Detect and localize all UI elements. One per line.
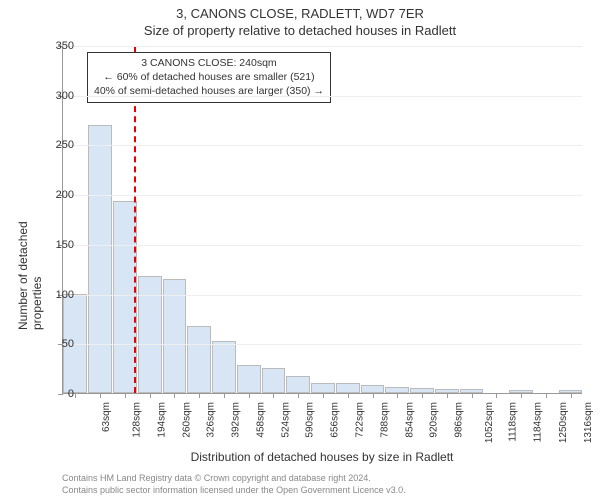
xtick-label: 854sqm	[404, 402, 415, 438]
annotation-line2: ← 60% of detached houses are smaller (52…	[94, 70, 324, 84]
ytick-label: 350	[34, 40, 74, 52]
xtick-mark	[546, 393, 547, 398]
credits: Contains HM Land Registry data © Crown c…	[62, 472, 582, 496]
gridline	[63, 195, 582, 196]
xtick-label: 392sqm	[231, 402, 242, 438]
gridline	[63, 344, 582, 345]
ytick-label: 200	[34, 189, 74, 201]
bar	[262, 368, 286, 393]
title-subtitle: Size of property relative to detached ho…	[0, 21, 600, 38]
xtick-label: 194sqm	[156, 402, 167, 438]
xtick-label: 260sqm	[181, 402, 192, 438]
xtick-label: 1184sqm	[533, 402, 544, 442]
xtick-mark	[249, 393, 250, 398]
xtick-mark	[348, 393, 349, 398]
bar	[138, 276, 162, 393]
xtick-label: 326sqm	[206, 402, 217, 438]
xtick-mark	[100, 393, 101, 398]
xtick-mark	[397, 393, 398, 398]
xtick-label: 63sqm	[101, 402, 112, 432]
bar	[187, 326, 211, 393]
xtick-label: 986sqm	[454, 402, 465, 438]
bar	[212, 341, 236, 393]
bar	[113, 201, 137, 393]
xtick-mark	[224, 393, 225, 398]
xtick-mark	[472, 393, 473, 398]
credits-line2: Contains public sector information licen…	[62, 484, 582, 496]
plot-wrap: 3 CANONS CLOSE: 240sqm ← 60% of detached…	[62, 46, 582, 394]
ytick-label: 250	[34, 139, 74, 151]
xtick-mark	[298, 393, 299, 398]
xtick-label: 590sqm	[305, 402, 316, 438]
xtick-mark	[422, 393, 423, 398]
xtick-mark	[521, 393, 522, 398]
gridline	[63, 46, 582, 47]
bar	[286, 376, 310, 393]
chart-container: 3, CANONS CLOSE, RADLETT, WD7 7ER Size o…	[0, 0, 600, 500]
xtick-mark	[373, 393, 374, 398]
xtick-label: 458sqm	[256, 402, 267, 438]
gridline	[63, 295, 582, 296]
gridline	[63, 245, 582, 246]
plot-area: 3 CANONS CLOSE: 240sqm ← 60% of detached…	[62, 46, 582, 394]
gridline	[63, 145, 582, 146]
xtick-label: 1316sqm	[583, 402, 594, 443]
xtick-mark	[447, 393, 448, 398]
ytick-label: 50	[34, 338, 74, 350]
ytick-label: 150	[34, 239, 74, 251]
xtick-mark	[174, 393, 175, 398]
bar	[336, 383, 360, 393]
bar	[361, 385, 385, 393]
bar	[163, 279, 187, 393]
xtick-mark	[496, 393, 497, 398]
ytick-label: 300	[34, 90, 74, 102]
credits-line1: Contains HM Land Registry data © Crown c…	[62, 472, 582, 484]
xtick-mark	[75, 393, 76, 398]
xtick-label: 524sqm	[280, 402, 291, 438]
title-address: 3, CANONS CLOSE, RADLETT, WD7 7ER	[0, 0, 600, 21]
xtick-label: 1250sqm	[558, 402, 569, 443]
annotation-line1: 3 CANONS CLOSE: 240sqm	[94, 56, 324, 70]
x-axis-title: Distribution of detached houses by size …	[62, 450, 582, 464]
gridline	[63, 96, 582, 97]
xtick-label: 128sqm	[132, 402, 143, 438]
xtick-label: 1052sqm	[484, 402, 495, 443]
bar	[311, 383, 335, 393]
xtick-mark	[323, 393, 324, 398]
bar	[237, 365, 261, 393]
ytick-label: 100	[34, 289, 74, 301]
xtick-label: 722sqm	[355, 402, 366, 438]
xtick-mark	[273, 393, 274, 398]
xtick-label: 920sqm	[429, 402, 440, 438]
xtick-mark	[199, 393, 200, 398]
xtick-label: 788sqm	[379, 402, 390, 438]
xtick-label: 1118sqm	[507, 402, 518, 442]
bar	[88, 125, 112, 393]
xtick-label: 656sqm	[330, 402, 341, 438]
xtick-mark	[571, 393, 572, 398]
xtick-mark	[150, 393, 151, 398]
xtick-mark	[125, 393, 126, 398]
ytick-label: 0	[34, 388, 74, 400]
